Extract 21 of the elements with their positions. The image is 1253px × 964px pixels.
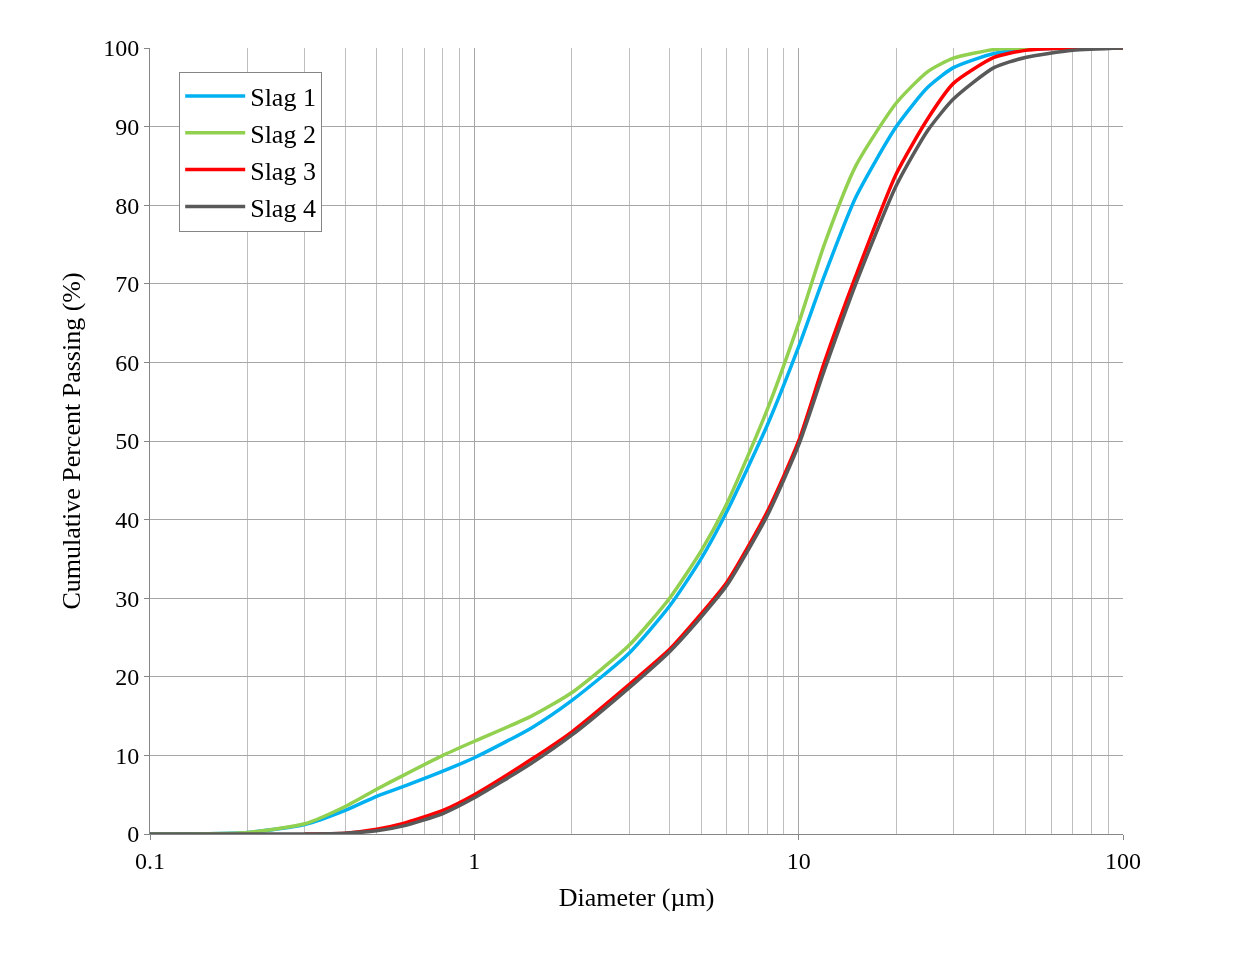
y-tick-label: 80 bbox=[115, 192, 140, 219]
y-tick-label: 40 bbox=[115, 507, 140, 533]
x-axis-title: Diameter (µm) bbox=[558, 883, 715, 913]
y-tick-label: 100 bbox=[103, 35, 140, 62]
legend-label: Slag 1 bbox=[250, 83, 316, 113]
y-tick-label: 60 bbox=[115, 349, 140, 376]
y-axis-title: Cumulative Percent Passing (%) bbox=[56, 272, 86, 610]
y-tick-label: 30 bbox=[115, 585, 140, 612]
y-tick-label: 70 bbox=[115, 271, 140, 298]
legend-label: Slag 4 bbox=[250, 193, 316, 223]
y-tick-label: 0 bbox=[127, 821, 140, 848]
x-tick-label: 10 bbox=[786, 847, 811, 874]
y-tick-label: 90 bbox=[115, 114, 140, 140]
x-tick-label: 1 bbox=[468, 847, 481, 874]
y-tick-label: 20 bbox=[115, 664, 140, 691]
y-tick-label: 10 bbox=[115, 742, 140, 769]
x-tick-label: 0.1 bbox=[135, 847, 165, 874]
legend-label: Slag 3 bbox=[250, 156, 316, 186]
y-tick-label: 50 bbox=[115, 428, 140, 455]
x-tick-label: 100 bbox=[1105, 847, 1141, 874]
legend-label: Slag 2 bbox=[250, 119, 316, 149]
